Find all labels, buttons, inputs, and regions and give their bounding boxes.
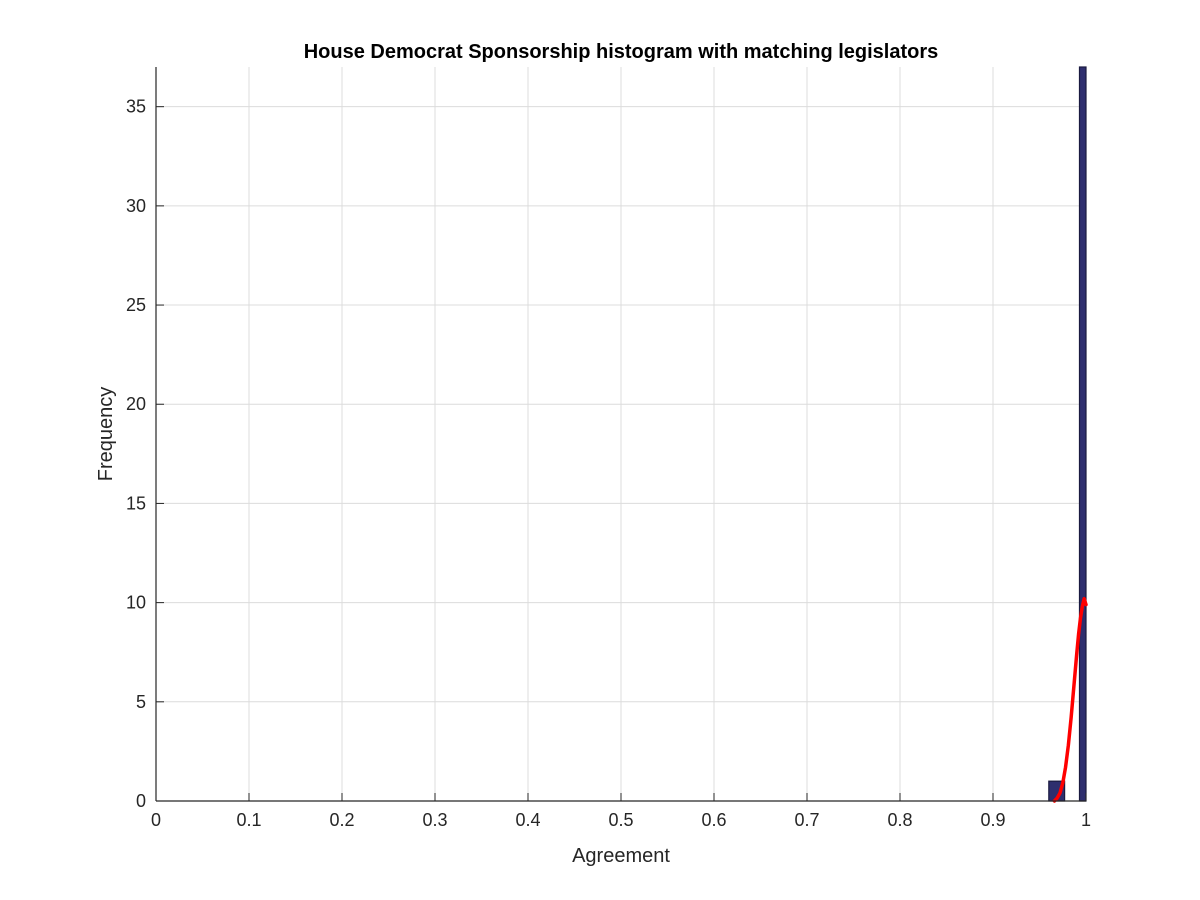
y-tick-label-6: 30 bbox=[126, 196, 146, 216]
x-tick-label-10: 1 bbox=[1081, 810, 1091, 830]
x-tick-label-4: 0.4 bbox=[515, 810, 540, 830]
x-tick-label-3: 0.3 bbox=[422, 810, 447, 830]
tick-labels: 0 0.1 0.2 0.3 0.4 0.5 0.6 0.7 0.8 0.9 105101520253… bbox=[126, 97, 1091, 830]
x-tick-label-1: 0.1 bbox=[236, 810, 261, 830]
y-tick-label-7: 35 bbox=[126, 97, 146, 117]
x-tick-label-7: 0.7 bbox=[794, 810, 819, 830]
y-tick-label-2: 10 bbox=[126, 593, 146, 613]
x-tick-label-2: 0.2 bbox=[329, 810, 354, 830]
x-tick-label-9: 0.9 bbox=[980, 810, 1005, 830]
x-tick-label-0: 0 bbox=[151, 810, 161, 830]
y-tick-label-1: 5 bbox=[136, 692, 146, 712]
x-tick-label-5: 0.5 bbox=[608, 810, 633, 830]
histogram-bar-1 bbox=[1078, 66, 1087, 802]
y-tick-label-3: 15 bbox=[126, 493, 146, 513]
histogram-bars bbox=[1048, 66, 1087, 802]
grid-lines bbox=[155, 67, 1087, 802]
y-axis-label: Frequency bbox=[95, 387, 117, 482]
axes bbox=[155, 67, 1087, 802]
x-tick-label-6: 0.6 bbox=[701, 810, 726, 830]
y-tick-label-4: 20 bbox=[126, 394, 146, 414]
x-tick-label-8: 0.8 bbox=[887, 810, 912, 830]
y-tick-label-5: 25 bbox=[126, 295, 146, 315]
chart-title: House Democrat Sponsorship histogram wit… bbox=[304, 41, 939, 63]
y-tick-label-0: 0 bbox=[136, 791, 146, 811]
fit-curve-layer bbox=[1052, 596, 1088, 803]
x-axis-label: Agreement bbox=[572, 845, 670, 867]
fit-curve-line bbox=[1052, 596, 1088, 803]
